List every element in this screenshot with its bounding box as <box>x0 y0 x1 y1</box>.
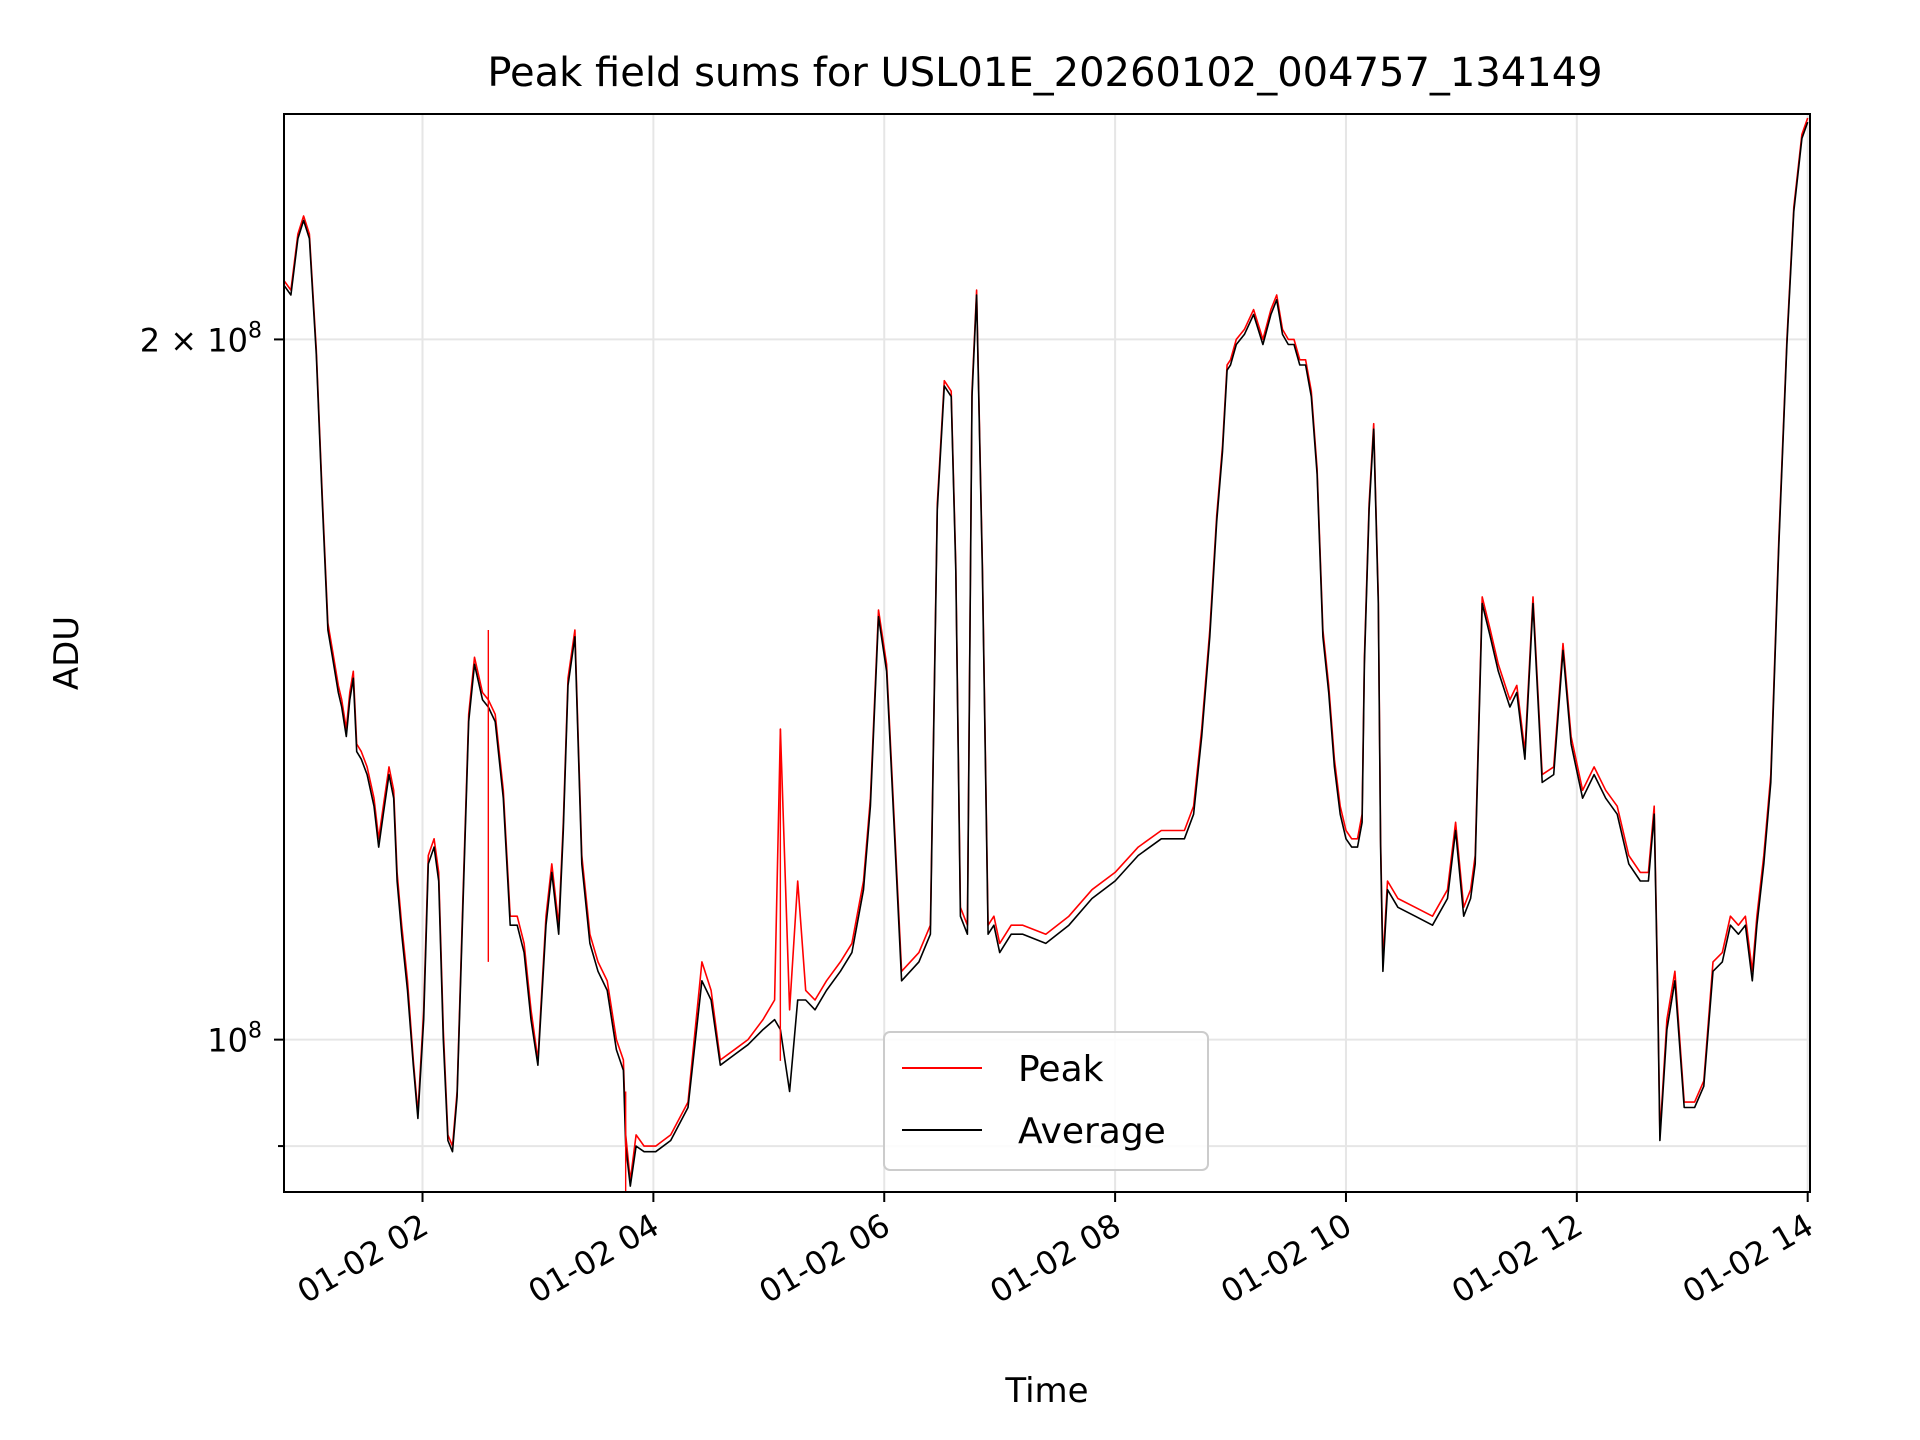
legend: Peak Average <box>883 1031 1209 1171</box>
y-axis-ticks: 108 2 × 108 <box>140 318 284 1148</box>
x-axis-label: Time <box>1004 1371 1088 1411</box>
series-layer <box>284 117 1809 1192</box>
chart-title: Peak field sums for USL01E_20260102_0047… <box>487 50 1602 96</box>
y-tick-label-0: 108 <box>207 1019 262 1060</box>
legend-box <box>883 1031 1209 1171</box>
y-axis-label: ADU <box>47 616 87 690</box>
series-group <box>284 117 1809 1192</box>
plot-frame <box>283 113 1811 1193</box>
series-line-average <box>284 121 1809 1187</box>
y-tick-label-1: 2 × 108 <box>140 318 262 359</box>
legend-label-peak: Peak <box>1018 1049 1104 1090</box>
legend-label-average: Average <box>1018 1111 1166 1152</box>
grid <box>284 114 1810 1192</box>
